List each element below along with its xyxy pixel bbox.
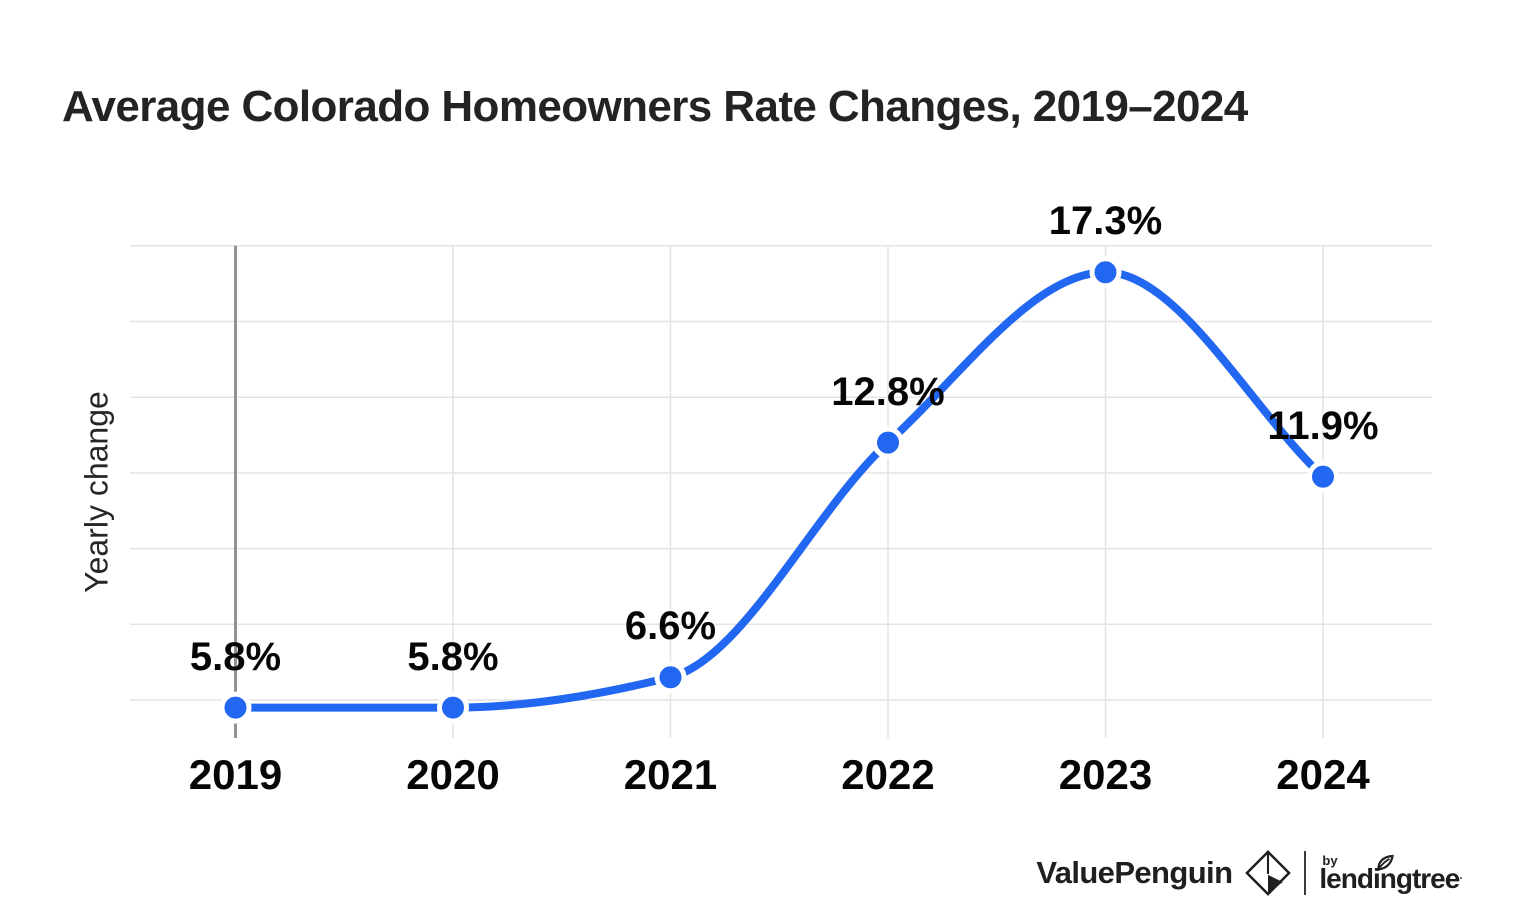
by-label: by (1322, 852, 1338, 868)
point-label-2024: 11.9% (1267, 403, 1379, 448)
lendingtree-text: lendingtree (1319, 862, 1460, 894)
brand-footer: ValuePenguin by lendingtree· (1036, 850, 1463, 896)
x-axis-label-2020: 2020 (406, 751, 500, 798)
point-label-2021: 6.6% (624, 604, 717, 649)
trademark-dot: · (1459, 872, 1463, 885)
series-line (231, 268, 1327, 712)
footer-divider (1304, 851, 1307, 895)
chart-title: Average Colorado Homeowners Rate Changes… (62, 82, 1248, 131)
x-axis-label-2021: 2021 (623, 751, 718, 798)
data-point-marker-2019 (219, 691, 252, 724)
valuepenguin-wordmark: ValuePenguin (1036, 855, 1233, 890)
point-label-2022: 12.8% (831, 369, 945, 414)
x-axis-label-2024: 2024 (1276, 751, 1370, 798)
point-label-2023: 17.3% (1048, 199, 1163, 244)
data-point-marker-2020 (437, 691, 469, 724)
x-axis-label-2019: 2019 (188, 751, 283, 798)
data-point-marker-2024 (1307, 460, 1339, 493)
data-point-marker-2021 (654, 661, 687, 694)
lendingtree-wordmark: lendingtree· (1319, 854, 1463, 894)
x-axis-label-2022: 2022 (841, 751, 935, 798)
point-label-2020: 5.8% (407, 634, 499, 679)
lendingtree-logo: by lendingtree· (1319, 854, 1462, 893)
x-axis-label-2023: 2023 (1058, 751, 1153, 798)
data-point-marker-2023 (1089, 256, 1122, 289)
data-point-marker-2022 (872, 426, 904, 459)
valuepenguin-penguin-icon (1245, 850, 1292, 896)
point-label-2019: 5.8% (189, 634, 282, 679)
lendingtree-leaf-icon (1377, 854, 1395, 871)
